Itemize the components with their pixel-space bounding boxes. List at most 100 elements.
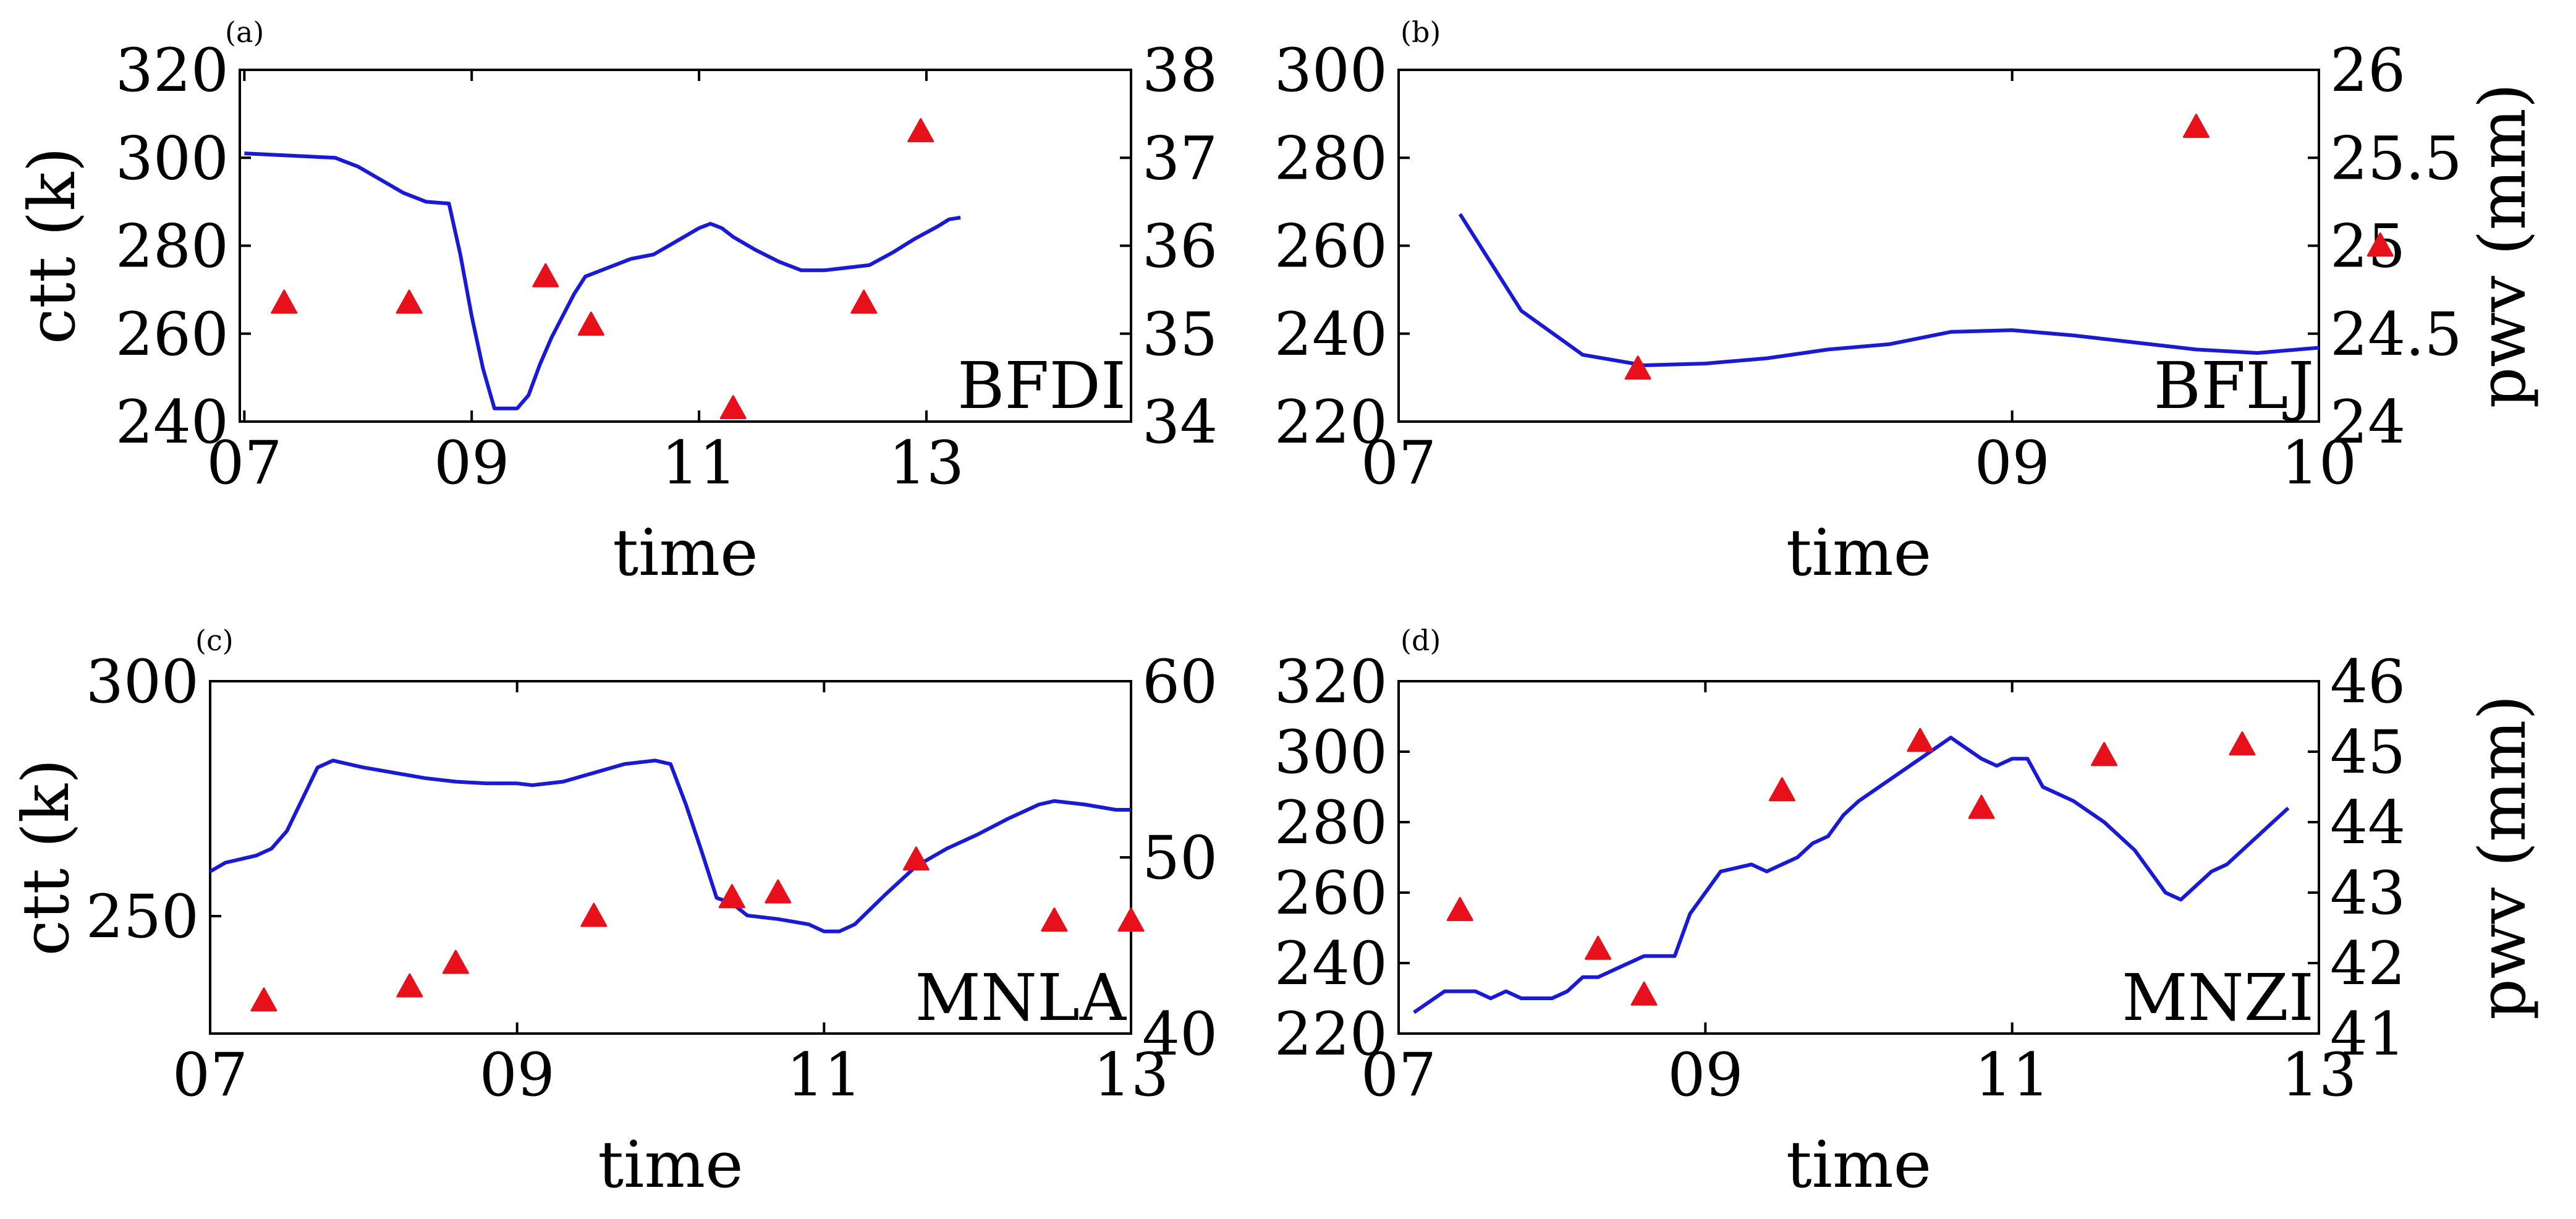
y-left-axis-label: ctt (k) <box>8 758 83 956</box>
panel-tag: (d) <box>1400 624 1441 657</box>
y-left-tick-label: 300 <box>1274 36 1388 105</box>
x-tick-label: 07 <box>206 428 282 498</box>
ctt-marker <box>1041 907 1068 932</box>
x-axis-label: time <box>1786 1127 1931 1202</box>
ctt-marker <box>2366 232 2394 257</box>
ctt-marker <box>1907 728 1934 752</box>
y-right-tick-label: 24 <box>2330 388 2405 457</box>
ctt-marker <box>902 846 930 871</box>
y-left-tick-label: 240 <box>116 388 229 457</box>
panel-bflj: 07 09 10 220 240 260 280 300 24 24.5 25 25.5 26 BFLJ (… <box>1274 15 2540 590</box>
ctt-marker <box>1968 794 1995 819</box>
x-tick-label: 13 <box>2281 1040 2357 1110</box>
ctt-marker <box>765 879 792 904</box>
y-left-tick-label: 240 <box>1274 929 1388 998</box>
y-right-tick-label: 42 <box>2330 929 2405 998</box>
x-tick-label: 13 <box>1093 1040 1169 1110</box>
y-left-tick-label: 240 <box>1274 300 1388 369</box>
ctt-marker <box>1624 355 1651 380</box>
y-left-tick-label: 300 <box>86 647 199 716</box>
ctt-marker <box>577 312 604 336</box>
x-tick-label: 09 <box>1975 428 2050 498</box>
ctt-marker <box>718 884 745 909</box>
station-label: MNZI <box>2122 960 2314 1035</box>
x-axis-label: time <box>612 515 758 590</box>
y-right-tick-label: 25 <box>2330 212 2405 281</box>
y-right-tick-label: 26 <box>2330 36 2405 105</box>
y-left-tick-label: 300 <box>116 124 229 193</box>
x-axis-label: time <box>598 1127 743 1202</box>
y-left-tick-label: 300 <box>1274 718 1388 787</box>
x-tick-label: 09 <box>1667 1040 1743 1110</box>
ctt-marker <box>396 289 423 314</box>
y-right-tick-label: 25.5 <box>2330 124 2462 193</box>
y-right-tick-label: 50 <box>1142 823 1218 893</box>
y-right-tick-label: 38 <box>1142 36 1218 105</box>
y-left-axis-label: ctt (k) <box>14 147 90 344</box>
station-label: MNLA <box>915 960 1127 1035</box>
panel-bfdi: 07 09 11 13 240 260 280 300 320 34 35 36 37 38 BFDI (a)… <box>14 15 1218 590</box>
plot-frame <box>1397 680 2320 1035</box>
panel-mnla: 07 09 11 13 250 300 40 50 60 MNLA (c) time ctt (k) <box>8 624 1218 1202</box>
pwv-line <box>244 151 961 410</box>
y-right-tick-label: 45 <box>2330 718 2405 787</box>
ctt-marker <box>907 118 934 143</box>
y-right-tick-label: 36 <box>1142 212 1218 281</box>
y-left-tick-label: 280 <box>1274 788 1388 857</box>
x-tick-label: 11 <box>786 1040 862 1110</box>
ctt-marker <box>532 263 559 287</box>
ctt-marker <box>442 949 469 974</box>
ctt-marker <box>2182 113 2210 138</box>
x-tick-label: 11 <box>661 428 737 498</box>
y-right-axis-label: pwv (mm) <box>2465 83 2540 409</box>
y-right-tick-label: 43 <box>2330 859 2405 928</box>
ctt-marker <box>396 973 423 998</box>
y-right-tick-label: 37 <box>1142 124 1218 193</box>
y-right-tick-label: 34 <box>1142 388 1218 457</box>
station-label: BFLJ <box>2154 348 2314 423</box>
x-axis-label: time <box>1786 515 1931 590</box>
y-left-tick-label: 260 <box>116 300 229 369</box>
pwv-line <box>1458 213 2320 367</box>
x-tick-label: 10 <box>2281 428 2357 498</box>
ctt-marker <box>1585 935 1612 960</box>
x-tick-label: 11 <box>1975 1040 2050 1110</box>
y-right-tick-label: 35 <box>1142 300 1218 369</box>
station-label: BFDI <box>957 348 1126 423</box>
y-left-tick-label: 260 <box>1274 212 1388 281</box>
ctt-marker <box>271 289 298 314</box>
y-left-tick-label: 250 <box>86 882 199 951</box>
y-left-tick-label: 280 <box>1274 124 1388 193</box>
pwv-line <box>209 758 1131 933</box>
ctt-marker <box>2229 731 2256 756</box>
y-right-tick-label: 46 <box>2330 647 2405 716</box>
y-right-axis-label: pwv (mm) <box>2465 695 2540 1020</box>
x-tick-label: 07 <box>172 1040 248 1110</box>
panel-tag: (b) <box>1400 15 1441 49</box>
y-left-tick-label: 260 <box>1274 859 1388 928</box>
y-left-tick-label: 320 <box>116 36 229 105</box>
y-right-tick-label: 41 <box>2330 1000 2405 1069</box>
ctt-marker <box>2091 742 2118 767</box>
y-right-tick-label: 44 <box>2330 788 2405 857</box>
ctt-marker <box>850 289 878 314</box>
panel-tag: (c) <box>195 624 234 657</box>
x-tick-label: 13 <box>889 428 964 498</box>
x-tick-label: 07 <box>1361 428 1436 498</box>
y-right-tick-label: 24.5 <box>2330 300 2462 369</box>
ctt-marker <box>580 903 608 927</box>
y-left-tick-label: 220 <box>1274 388 1388 457</box>
ctt-marker <box>1768 777 1795 802</box>
y-left-tick-label: 280 <box>116 212 229 281</box>
pwv-line <box>1413 736 2290 1014</box>
x-tick-label: 09 <box>480 1040 555 1110</box>
x-tick-label: 07 <box>1361 1040 1436 1110</box>
y-left-tick-label: 220 <box>1274 1000 1388 1069</box>
ctt-marker <box>1117 907 1145 932</box>
y-left-tick-label: 320 <box>1274 647 1388 716</box>
ctt-marker <box>719 395 747 420</box>
y-right-tick-label: 40 <box>1142 1000 1218 1069</box>
x-tick-label: 09 <box>434 428 509 498</box>
